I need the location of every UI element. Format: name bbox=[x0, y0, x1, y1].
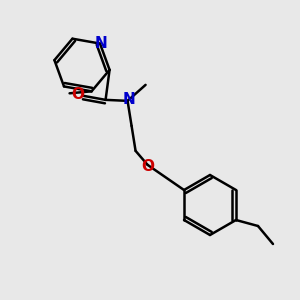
Text: O: O bbox=[141, 159, 154, 174]
Text: N: N bbox=[122, 92, 135, 107]
Text: N: N bbox=[94, 36, 107, 51]
Text: O: O bbox=[71, 87, 84, 102]
